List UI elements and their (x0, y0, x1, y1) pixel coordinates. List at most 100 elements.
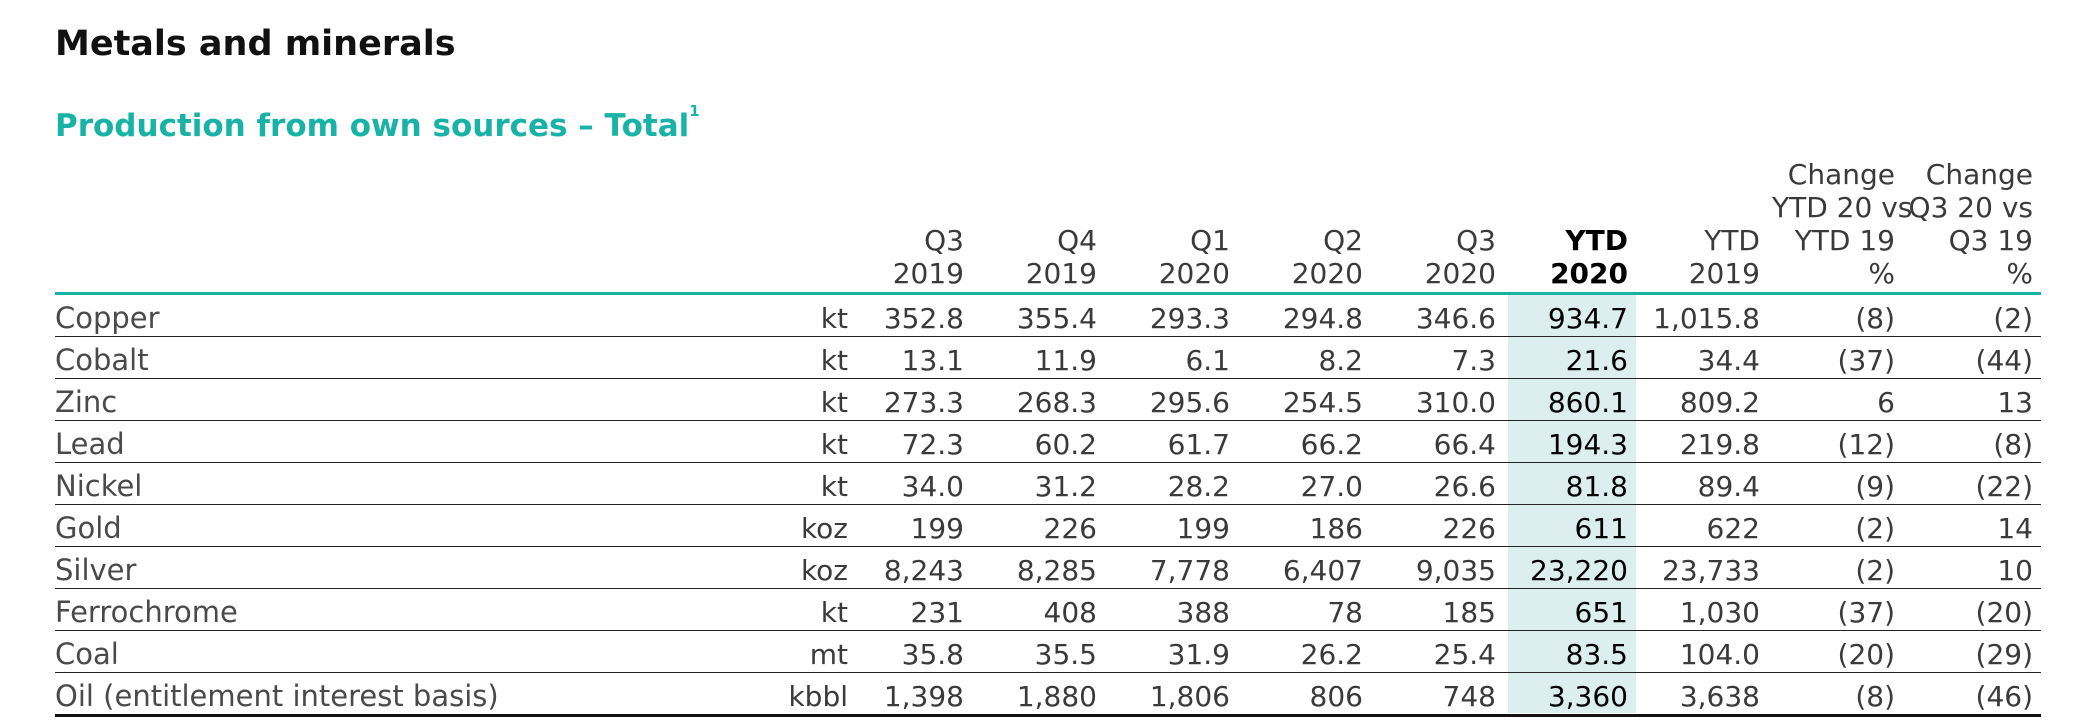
row-name: Copper (55, 293, 775, 337)
cell-value: 199 (848, 504, 976, 547)
cell-value: 352.8 (848, 293, 976, 337)
cell-value: 806 (1242, 672, 1375, 717)
cell-value-highlighted: 651 (1508, 588, 1640, 631)
cell-value: 185 (1375, 588, 1508, 631)
cell-value: (8) (1907, 420, 2041, 463)
row-name: Oil (entitlement interest basis) (55, 672, 775, 717)
row-unit: kt (775, 420, 848, 463)
cell-value: 7,778 (1109, 546, 1242, 589)
cell-value: 9,035 (1375, 546, 1508, 589)
column-header-highlighted: YTD 2020 (1508, 158, 1640, 295)
cell-value: 388 (1109, 588, 1242, 631)
table-title-text: Production from own sources – Total (55, 108, 690, 144)
cell-value: (46) (1907, 672, 2041, 717)
cell-value: 186 (1242, 504, 1375, 547)
column-header: Change Q3 20 vs Q3 19% (1907, 158, 2041, 295)
cell-value: 28.2 (1109, 462, 1242, 505)
cell-value: 11.9 (976, 336, 1109, 379)
row-name: Nickel (55, 462, 775, 505)
cell-value: (2) (1772, 504, 1907, 547)
row-name: Cobalt (55, 336, 775, 379)
row-unit: mt (775, 630, 848, 673)
row-name: Silver (55, 546, 775, 589)
cell-value-highlighted: 611 (1508, 504, 1640, 547)
cell-value: 14 (1907, 504, 2041, 547)
row-unit: kt (775, 378, 848, 421)
cell-value: 1,880 (976, 672, 1109, 717)
cell-value: (29) (1907, 630, 2041, 673)
cell-value: 25.4 (1375, 630, 1508, 673)
table-row: Nickel kt 34.0 31.2 28.2 27.0 26.6 81.8 … (55, 462, 2041, 505)
cell-value: 61.7 (1109, 420, 1242, 463)
cell-value: 34.0 (848, 462, 976, 505)
cell-value: 8.2 (1242, 336, 1375, 379)
cell-value: 34.4 (1640, 336, 1772, 379)
row-unit: kt (775, 588, 848, 631)
cell-value: 1,030 (1640, 588, 1772, 631)
cell-value: 1,398 (848, 672, 976, 717)
cell-value: 6.1 (1109, 336, 1242, 379)
cell-value: 293.3 (1109, 293, 1242, 337)
cell-value: 31.2 (976, 462, 1109, 505)
footnote-marker: 1 (689, 102, 700, 120)
row-name: Gold (55, 504, 775, 547)
cell-value: (12) (1772, 420, 1907, 463)
column-header: Q2 2020 (1242, 158, 1375, 295)
column-header: Q1 2020 (1109, 158, 1242, 295)
cell-value: 219.8 (1640, 420, 1772, 463)
row-unit: kbbl (775, 672, 848, 717)
cell-value: 226 (1375, 504, 1508, 547)
table-row: Zinc kt 273.3 268.3 295.6 254.5 310.0 86… (55, 378, 2041, 421)
cell-value-highlighted: 23,220 (1508, 546, 1640, 589)
cell-value: 273.3 (848, 378, 976, 421)
cell-value: 35.8 (848, 630, 976, 673)
cell-value: (20) (1907, 588, 2041, 631)
page-title: Metals and minerals (55, 24, 456, 64)
cell-value-highlighted: 21.6 (1508, 336, 1640, 379)
cell-value: 10 (1907, 546, 2041, 589)
cell-value: 78 (1242, 588, 1375, 631)
cell-value: 310.0 (1375, 378, 1508, 421)
row-unit: koz (775, 504, 848, 547)
cell-value: 7.3 (1375, 336, 1508, 379)
cell-value: 226 (976, 504, 1109, 547)
cell-value: 66.4 (1375, 420, 1508, 463)
cell-value: 6,407 (1242, 546, 1375, 589)
row-name: Coal (55, 630, 775, 673)
row-unit: kt (775, 336, 848, 379)
cell-value-highlighted: 860.1 (1508, 378, 1640, 421)
cell-value: 3,638 (1640, 672, 1772, 717)
cell-value: (8) (1772, 672, 1907, 717)
header-label-spacer (55, 158, 775, 295)
cell-value-highlighted: 194.3 (1508, 420, 1640, 463)
cell-value: (9) (1772, 462, 1907, 505)
cell-value-highlighted: 3,360 (1508, 672, 1640, 717)
cell-value: 26.6 (1375, 462, 1508, 505)
cell-value: 231 (848, 588, 976, 631)
column-header: Q3 2020 (1375, 158, 1508, 295)
table-title: Production from own sources – Total1 (55, 102, 700, 144)
row-unit: kt (775, 462, 848, 505)
cell-value: 1,015.8 (1640, 293, 1772, 337)
row-name: Lead (55, 420, 775, 463)
column-header: Change YTD 20 vs YTD 19% (1772, 158, 1912, 295)
cell-value: 622 (1640, 504, 1772, 547)
cell-value: 6 (1772, 378, 1907, 421)
cell-value: 355.4 (976, 293, 1109, 337)
cell-value: 346.6 (1375, 293, 1508, 337)
cell-value: 66.2 (1242, 420, 1375, 463)
cell-value: 13.1 (848, 336, 976, 379)
table-row: Oil (entitlement interest basis) kbbl 1,… (55, 672, 2041, 717)
table-row: Cobalt kt 13.1 11.9 6.1 8.2 7.3 21.6 34.… (55, 336, 2041, 379)
cell-value: 199 (1109, 504, 1242, 547)
cell-value: (8) (1772, 293, 1907, 337)
table-row: Ferrochrome kt 231 408 388 78 185 651 1,… (55, 588, 2041, 631)
cell-value-highlighted: 81.8 (1508, 462, 1640, 505)
cell-value: 60.2 (976, 420, 1109, 463)
cell-value: 268.3 (976, 378, 1109, 421)
cell-value: 809.2 (1640, 378, 1772, 421)
cell-value: (2) (1907, 293, 2041, 337)
column-header: YTD 2019 (1640, 158, 1772, 295)
row-unit: kt (775, 293, 848, 337)
table-row: Copper kt 352.8 355.4 293.3 294.8 346.6 … (55, 293, 2041, 337)
